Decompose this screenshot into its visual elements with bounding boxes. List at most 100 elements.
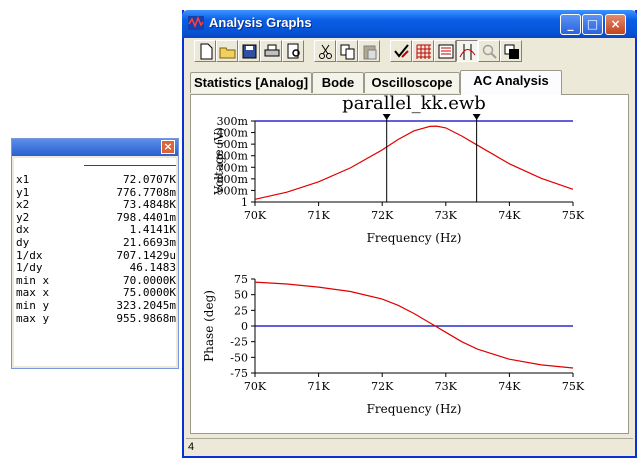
readout-row: dx 1.4141K — [16, 224, 178, 237]
toggle-legend-button[interactable] — [434, 40, 456, 62]
properties-icon — [394, 44, 409, 58]
readout-value: 323.2045m — [116, 298, 176, 312]
readout-value: 776.7708m — [116, 185, 176, 199]
readout-row: x1 72.0707K — [16, 173, 178, 187]
maximize-button[interactable]: □ — [582, 14, 603, 35]
tab-statistics-analog[interactable]: Statistics [Analog] — [190, 72, 312, 93]
readout-value: 46.1483 — [129, 261, 176, 275]
window-title: Analysis Graphs — [209, 15, 312, 30]
voltage-y-axis-label: Voltage (V) — [212, 127, 226, 195]
phase-y-tick-label: -25 — [230, 336, 248, 349]
readout-close-button[interactable]: × — [161, 140, 175, 154]
tab-bode[interactable]: Bode — [312, 72, 364, 93]
readout-value: 70.0000K — [123, 273, 176, 287]
properties-button[interactable] — [390, 40, 412, 62]
readout-label: min y — [16, 298, 50, 312]
voltage-series-line — [254, 125, 574, 200]
readout-table: x1 72.0707K y1 776.7708m x2 73.4848K y2 798.440… — [16, 173, 178, 326]
cut-icon — [319, 44, 332, 59]
voltage-y-tick-label: 700m — [217, 161, 249, 174]
readout-row: max y 955.9868m — [16, 311, 178, 326]
phase-y-axis-label: Phase (deg) — [202, 290, 216, 362]
readout-row: x2 73.4848K — [16, 199, 178, 212]
toggle-cursors-icon — [459, 44, 476, 60]
trace-color-swatch — [84, 165, 176, 166]
cursor-1-handle — [382, 114, 391, 120]
phase-x-tick-label: 74K — [498, 380, 521, 393]
readout-label: dx — [16, 223, 30, 237]
phase-series-line — [254, 281, 574, 369]
phase-x-tick-label: 72K — [371, 380, 394, 393]
chart-title: parallel_kk.ewb — [342, 95, 486, 114]
phase-x-tick-label: 70K — [244, 380, 267, 393]
close-button[interactable]: × — [605, 14, 626, 35]
save-icon — [242, 44, 257, 59]
cut-button[interactable] — [314, 40, 336, 62]
readout-row: 1/dy 46.1483 — [16, 262, 178, 275]
voltage-y-tick-label: 600m — [217, 150, 249, 163]
status-text: 4 — [188, 441, 195, 453]
print-button[interactable] — [260, 40, 282, 62]
tab-strip: Statistics [Analog] Bode Oscilloscope AC An… — [190, 70, 629, 95]
analysis-graphs-window: Analysis Graphs _ □ × Statistics [Analog… — [182, 10, 637, 458]
voltage-y-tick-label: 900m — [217, 184, 249, 197]
print-preview-button[interactable] — [282, 40, 304, 62]
open-icon — [219, 47, 236, 59]
readout-row: y1 776.7708m — [16, 185, 178, 200]
toggle-cursors-button[interactable] — [456, 40, 478, 62]
copy-button[interactable] — [336, 40, 358, 62]
phase-x-tick-label: 75K — [562, 380, 585, 393]
voltage-y-tick-label: 400m — [217, 127, 249, 140]
tab-ac-analysis[interactable]: AC Analysis — [460, 70, 562, 95]
readout-label: max y — [16, 311, 50, 325]
readout-value: 72.0707K — [123, 173, 176, 186]
readout-label: dy — [16, 235, 30, 249]
readout-title-bar[interactable] — [12, 139, 178, 156]
readout-value: 955.9868m — [116, 311, 176, 325]
phase-y-tick-label: -50 — [230, 351, 248, 364]
new-button[interactable] — [194, 40, 216, 62]
title-bar[interactable]: Analysis Graphs _ □ × — [182, 10, 637, 38]
phase-x-tick-label: 71K — [307, 380, 330, 393]
voltage-y-tick-label: 500m — [217, 138, 249, 151]
readout-row: min x 70.0000K — [16, 273, 178, 288]
cursor-2-handle — [472, 114, 481, 120]
voltage-y-tick-label: 1 — [241, 196, 248, 209]
readout-label: x1 — [16, 173, 30, 186]
voltage-x-tick-label: 71K — [307, 209, 330, 222]
phase-y-tick-label: 50 — [234, 289, 248, 302]
readout-label: 1/dx — [16, 248, 43, 262]
save-button[interactable] — [238, 40, 260, 62]
voltage-x-tick-label: 70K — [244, 209, 267, 222]
print-icon — [264, 44, 280, 57]
readout-label: min x — [16, 273, 50, 287]
copy-icon — [340, 44, 355, 60]
readout-value: 73.4848K — [123, 198, 176, 212]
phase-y-tick-label: 75 — [234, 273, 248, 286]
status-bar: 4 — [186, 438, 633, 455]
toggle-grid-button[interactable] — [412, 40, 434, 62]
tab-oscilloscope[interactable]: Oscilloscope — [364, 72, 460, 93]
readout-value: 798.4401m — [116, 210, 176, 224]
readout-row: y2 798.4401m — [16, 210, 178, 225]
readout-row: max x 75.0000K — [16, 287, 178, 300]
readout-row: 1/dx 707.1429u — [16, 248, 178, 263]
voltage-y-tick-label: 300m — [217, 115, 249, 128]
reverse-colors-icon — [504, 44, 519, 59]
new-icon — [200, 43, 213, 60]
voltage-x-tick-label: 74K — [498, 209, 521, 222]
voltage-y-tick-label: 800m — [217, 173, 249, 186]
minimize-button[interactable]: _ — [560, 14, 581, 35]
readout-body: x1 72.0707K y1 776.7708m x2 73.4848K y2 798.440… — [14, 158, 176, 366]
app-icon — [188, 16, 204, 30]
zoom-button[interactable] — [478, 40, 500, 62]
readout-row: dy 21.6693m — [16, 235, 178, 250]
voltage-x-tick-label: 75K — [562, 209, 585, 222]
plot-area: parallel_kk.ewb 300m400m500m600m700m800m9… — [202, 95, 585, 416]
readout-label: 1/dy — [16, 261, 43, 275]
reverse-colors-button[interactable] — [500, 40, 522, 62]
open-button[interactable] — [216, 40, 238, 62]
readout-value: 75.0000K — [123, 286, 176, 300]
paste-button[interactable] — [358, 40, 380, 62]
voltage-x-tick-label: 73K — [435, 209, 458, 222]
